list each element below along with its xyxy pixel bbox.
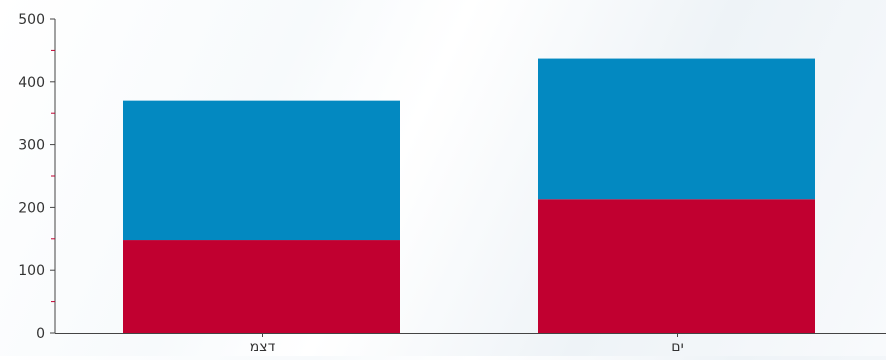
bar-segment-2-series-2 xyxy=(538,58,815,200)
y-tick-label: 500 xyxy=(18,12,45,28)
bar-segment-2-series-1 xyxy=(538,199,815,333)
y-tick-label: 200 xyxy=(18,200,45,216)
y-tick-label: 400 xyxy=(18,75,45,91)
y-tick-label: 100 xyxy=(18,263,45,279)
y-tick-label: 0 xyxy=(36,326,45,342)
x-tick-label: ים xyxy=(671,339,683,355)
bar-segment-1-series-1 xyxy=(123,240,400,333)
y-tick-label: 300 xyxy=(18,138,45,154)
bar-segment-1-series-2 xyxy=(123,100,400,241)
x-tick-label: דצמ xyxy=(250,339,276,355)
